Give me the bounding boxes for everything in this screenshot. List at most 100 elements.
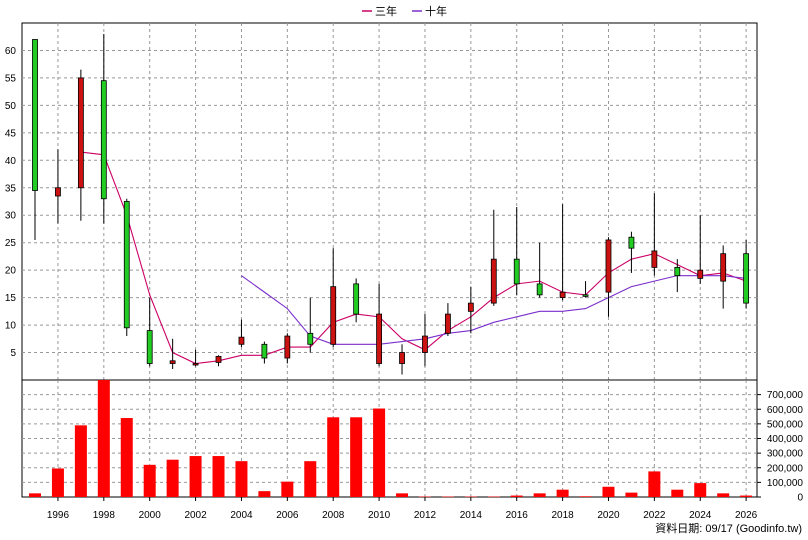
candle-body <box>536 283 543 296</box>
candle-body <box>169 360 176 364</box>
candle-body <box>559 291 566 299</box>
price-y-tick: 5 <box>10 348 16 359</box>
price-y-tick: 25 <box>5 238 17 249</box>
volume-bar <box>166 459 179 497</box>
ma-line-1 <box>241 275 747 345</box>
volume-y-tick: 700,000 <box>767 390 804 401</box>
price-y-tick: 10 <box>5 321 17 332</box>
ma-line-0 <box>80 151 747 365</box>
x-tick-label: 2018 <box>551 510 574 521</box>
candle-body <box>123 201 130 329</box>
candle-body <box>307 332 314 345</box>
volume-bar <box>441 496 454 498</box>
candle-body <box>422 335 428 353</box>
candle-body <box>192 363 199 366</box>
x-tick-label: 2010 <box>368 510 391 521</box>
price-y-tick: 30 <box>5 211 17 222</box>
candle-body <box>674 267 681 277</box>
candle-body <box>720 253 727 282</box>
candle-body <box>582 294 589 297</box>
x-tick-label: 1996 <box>47 510 70 521</box>
x-tick-label: 2016 <box>506 510 529 521</box>
volume-y-tick: 200,000 <box>767 463 804 474</box>
volume-bar <box>671 489 684 497</box>
volume-bar <box>97 380 110 497</box>
volume-bar <box>694 483 707 497</box>
volume-y-tick: 500,000 <box>767 419 804 430</box>
x-tick-label: 2022 <box>643 510 666 521</box>
candle-body <box>215 355 222 363</box>
candle-body <box>445 313 451 334</box>
candle-body <box>284 335 291 359</box>
candle-body <box>697 269 704 279</box>
legend-label-1: 十年 <box>425 4 447 18</box>
volume-bar <box>327 417 340 497</box>
candle-body <box>467 302 474 312</box>
price-y-tick: 20 <box>5 266 17 277</box>
x-tick-label: 2026 <box>735 510 758 521</box>
candle-body <box>513 258 520 285</box>
volume-bar <box>304 461 317 497</box>
source-footer: 資料日期: 09/17 (Goodinfo.tw) <box>655 521 802 535</box>
volume-bar <box>143 464 156 497</box>
x-tick-label: 2002 <box>184 510 207 521</box>
volume-bar <box>189 456 202 497</box>
candle-body <box>628 236 635 249</box>
price-panel: 5 10 15 20 25 30 35 40 45 50 55 60 <box>5 22 758 381</box>
volume-bar <box>212 456 225 497</box>
candle-body <box>261 343 268 359</box>
candle-body <box>146 330 153 364</box>
volume-bar <box>74 425 87 497</box>
volume-bar <box>235 461 248 497</box>
volume-bar <box>51 468 64 497</box>
price-y-tick: 40 <box>5 156 17 167</box>
volume-bar <box>258 491 271 497</box>
price-y-tick: 55 <box>5 73 17 84</box>
candle-body <box>77 77 84 189</box>
volume-y-tick: 600,000 <box>767 405 804 416</box>
volume-bar <box>740 495 753 497</box>
candle-body <box>490 258 497 304</box>
volume-bar <box>373 408 386 497</box>
volume-y-tick: 0 <box>797 493 803 504</box>
volume-bar <box>579 496 592 497</box>
volume-panel: 0 100,000 200,000 300,000 400,000 500,000 600,… <box>21 379 804 521</box>
candle-body <box>32 39 38 191</box>
x-tick-label: 2024 <box>689 510 712 521</box>
price-y-tick: 15 <box>5 293 17 304</box>
candle-body <box>238 336 245 345</box>
candle-body <box>743 253 750 304</box>
price-plot-area <box>21 22 758 381</box>
candle-body <box>100 80 107 200</box>
candle-body <box>376 313 382 364</box>
volume-bar <box>120 418 133 497</box>
x-tick-label: 2008 <box>322 510 345 521</box>
candle-body <box>605 239 612 293</box>
legend-label-0: 三年 <box>375 4 397 18</box>
volume-bar <box>418 496 431 498</box>
volume-bar <box>350 417 363 497</box>
candle-body <box>330 286 337 345</box>
volume-bar <box>396 493 409 497</box>
x-tick-label: 2006 <box>276 510 299 521</box>
price-y-tick: 50 <box>5 101 17 112</box>
x-tick-label: 2012 <box>414 510 437 521</box>
x-tick-label: 1998 <box>93 510 116 521</box>
x-tick-label: 2020 <box>597 510 620 521</box>
volume-bar <box>533 493 546 497</box>
volume-bar <box>556 489 569 497</box>
candle-body <box>353 283 360 315</box>
volume-bar <box>510 495 523 497</box>
volume-y-tick: 100,000 <box>767 478 804 489</box>
x-tick-label: 2014 <box>460 510 483 521</box>
volume-y-tick: 400,000 <box>767 434 804 445</box>
candle-body <box>55 187 61 197</box>
volume-bar <box>487 496 500 498</box>
x-tick-label: 2000 <box>139 510 162 521</box>
volume-bar <box>29 493 41 497</box>
x-tick-label: 2004 <box>230 510 253 521</box>
candle-body <box>651 250 658 268</box>
price-y-tick: 45 <box>5 128 17 139</box>
volume-bar <box>717 493 730 497</box>
